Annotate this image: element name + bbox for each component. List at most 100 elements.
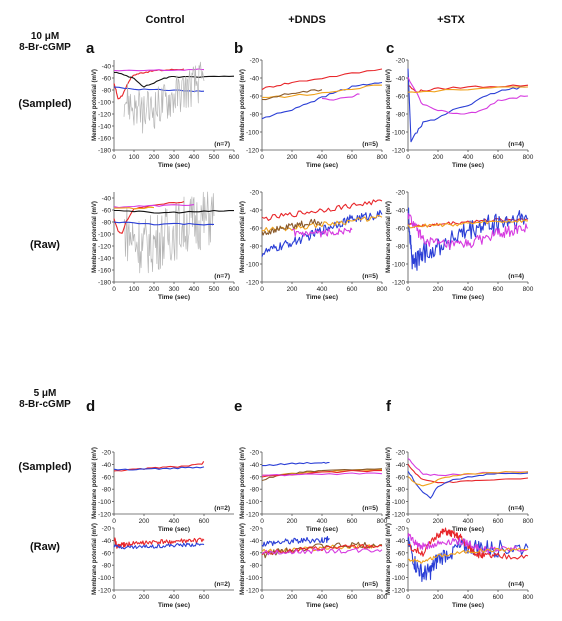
x-tick-label: 600 [347, 518, 358, 525]
y-axis-label: Membrane potential (mV) [240, 69, 246, 141]
y-tick-label: -120 [246, 512, 259, 519]
x-tick-label: 400 [463, 286, 474, 293]
series-line-orange [407, 471, 529, 487]
series-line-orange [407, 219, 529, 229]
y-tick-label: -40 [250, 208, 260, 215]
y-tick-label: -60 [250, 474, 260, 481]
series-line-gray [123, 61, 205, 134]
x-axis-label: Time (sec) [158, 294, 190, 301]
y-tick-label: -40 [396, 76, 406, 83]
series-line-blue [261, 535, 330, 547]
x-tick-label: 800 [523, 518, 534, 525]
x-tick-label: 800 [523, 154, 534, 161]
x-tick-label: 0 [406, 594, 410, 601]
series-line-magenta [261, 472, 383, 477]
n-label: (n=5) [362, 141, 378, 148]
y-tick-label: -40 [102, 538, 112, 545]
x-tick-label: 600 [347, 154, 358, 161]
x-tick-label: 800 [377, 286, 388, 293]
x-tick-label: 600 [199, 518, 210, 525]
series-line-orange [407, 547, 529, 564]
y-tick-label: -100 [98, 499, 111, 506]
y-tick-label: -120 [392, 588, 405, 595]
y-tick-label: -60 [250, 550, 260, 557]
y-tick-label: -80 [250, 244, 260, 251]
x-tick-label: 400 [463, 518, 474, 525]
y-tick-label: -20 [396, 190, 406, 197]
row-label-sampled-1: (Sampled) [18, 98, 72, 110]
y-tick-label: -180 [98, 148, 111, 155]
x-tick-label: 400 [169, 594, 180, 601]
series-line-red [261, 543, 383, 556]
x-tick-label: 400 [169, 518, 180, 525]
y-tick-label: -40 [396, 538, 406, 545]
n-label: (n=2) [214, 505, 230, 512]
panel-letter: c [386, 40, 394, 57]
x-tick-label: 0 [112, 154, 116, 161]
y-tick-label: -80 [102, 487, 112, 494]
x-tick-label: 0 [112, 286, 116, 293]
series-line-magenta [261, 547, 383, 556]
y-tick-label: -20 [396, 450, 406, 457]
series-line-red [261, 199, 383, 221]
y-tick-label: -40 [250, 462, 260, 469]
x-tick-label: 0 [406, 518, 410, 525]
y-tick-label: -60 [102, 550, 112, 557]
y-tick-label: -80 [102, 563, 112, 570]
row-group-1-drug: 8-Br-cGMP [19, 42, 71, 53]
panel-letter: d [86, 398, 95, 415]
x-tick-label: 600 [199, 594, 210, 601]
n-label: (n=4) [508, 141, 524, 148]
x-tick-label: 800 [377, 154, 388, 161]
x-tick-label: 200 [149, 286, 160, 293]
x-tick-label: 0 [406, 286, 410, 293]
series-line-black [113, 71, 235, 88]
series-line-brown [261, 218, 323, 236]
x-tick-label: 600 [493, 594, 504, 601]
x-axis-label: Time (sec) [306, 294, 338, 301]
y-tick-label: -160 [98, 136, 111, 143]
n-label: (n=4) [508, 273, 524, 280]
series-line-orange [114, 206, 155, 210]
y-tick-label: -60 [396, 94, 406, 101]
x-tick-label: 0 [260, 518, 264, 525]
y-tick-label: -80 [102, 88, 112, 95]
y-tick-label: -60 [102, 208, 112, 215]
series-line-orange [261, 84, 383, 98]
x-tick-label: 200 [433, 154, 444, 161]
x-tick-label: 400 [317, 154, 328, 161]
x-tick-label: 200 [433, 286, 444, 293]
x-axis-label: Time (sec) [306, 162, 338, 169]
series-line-blue [113, 221, 215, 226]
panel-letter: e [234, 398, 242, 415]
y-tick-label: -20 [396, 526, 406, 533]
y-tick-label: -60 [102, 76, 112, 83]
y-tick-label: -100 [98, 232, 111, 239]
series-line-blue [262, 461, 330, 467]
y-tick-label: -60 [250, 94, 260, 101]
y-tick-label: -80 [250, 112, 260, 119]
x-axis-label: Time (sec) [158, 602, 190, 609]
x-tick-label: 800 [523, 594, 534, 601]
y-tick-label: -40 [250, 76, 260, 83]
n-label: (n=4) [508, 581, 524, 588]
x-axis-label: Time (sec) [306, 526, 338, 533]
y-tick-label: -120 [246, 588, 259, 595]
y-tick-label: -60 [396, 550, 406, 557]
y-tick-label: -40 [250, 538, 260, 545]
series-line-blue [113, 542, 205, 550]
x-tick-label: 200 [149, 154, 160, 161]
x-tick-label: 600 [229, 286, 240, 293]
series-line-orange [261, 214, 383, 233]
series-line-blue [407, 471, 529, 499]
y-tick-label: -80 [102, 220, 112, 227]
x-tick-label: 400 [317, 286, 328, 293]
series-line-red [407, 527, 529, 560]
